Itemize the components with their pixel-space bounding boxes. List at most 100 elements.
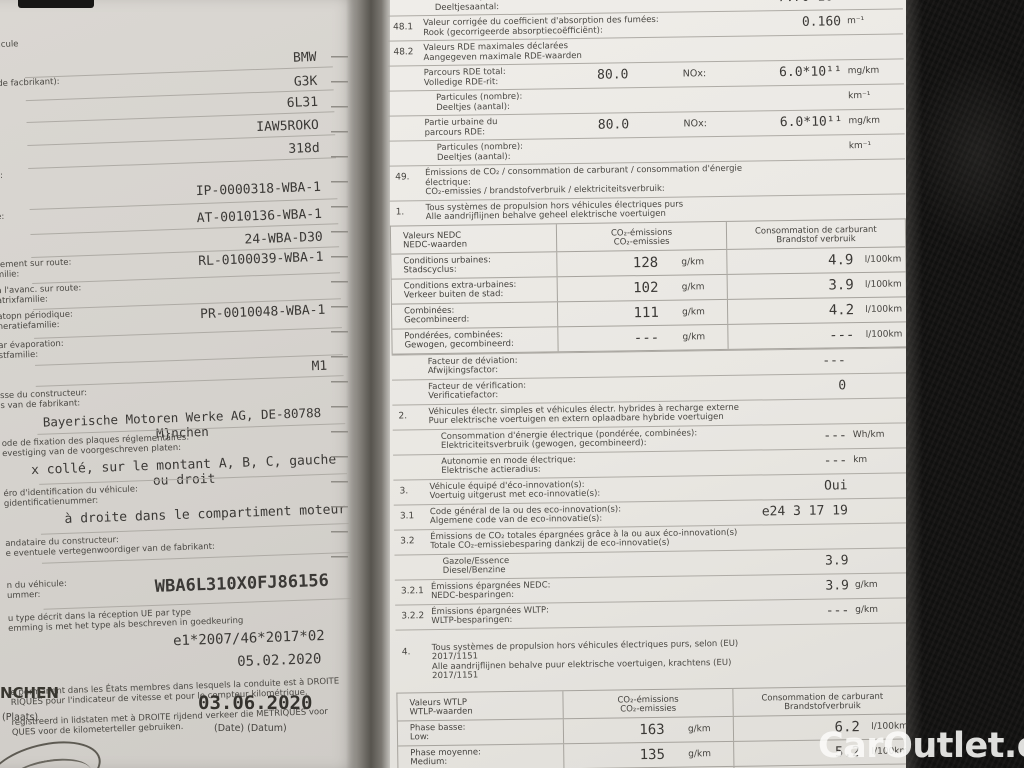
row-value: 6.0*10¹¹ [779,114,843,131]
row-value: --- [822,352,846,369]
row-value: 6.0*10¹¹ [779,64,842,81]
fuel-unit: l/100km [865,303,903,315]
coc-left-page: n éhicule BMW n de facbrikant): G3K 6L31… [0,0,358,768]
row-value: Oui [823,477,848,494]
co2-cell: --- g/km [557,324,728,351]
row-unit: mg/km [847,65,880,77]
row-unit [849,165,903,166]
fuel-value: 4.9 [827,251,854,269]
row-unit: km⁻¹ [848,140,872,152]
row-unit: g/km [854,579,878,590]
nedc-header-col3: Consommation de carburant Brandstof verb… [725,218,906,249]
fuel-unit: l/100km [865,328,903,340]
header-nl: WTLP-waarden [409,706,473,718]
row-unit [855,554,909,555]
date-caption: (Date) (Datum) [214,723,287,734]
row-unit: km⁻¹ [848,90,871,102]
wltp-header-col1: Valeurs WTLP WTLP-waarden [397,691,563,720]
fuel-cell: 3.9 l/100km [726,271,906,299]
row-mid-value: 80.0 [597,117,630,133]
row-labels: Autonomie en mode électrique: Elektrisch… [441,453,771,477]
background-leather [906,0,1024,768]
row-label-cell: Pondérées, combinées: Gewogen, gecombine… [392,327,558,353]
row-number: 3.1 [399,510,415,522]
label-nl: Alle aandrijflijnen behalve puur elektri… [431,657,732,682]
row-labels: Facteur de vérification: Verificatiefact… [428,378,758,402]
fuel-unit: l/100km [864,253,902,265]
row-labels: Véhicule équipé d'éco-innovation(s): Voe… [429,478,759,502]
issue-date-value: 03.06.2020 [198,692,313,714]
row-mid-value: 80.0 [597,67,629,83]
row-unit: km [853,454,868,465]
row-number: 4. [401,646,411,657]
co2-unit: g/km [682,306,705,318]
page-fold-shadow [346,0,394,768]
left-page-content: n éhicule BMW n de facbrikant): G3K 6L31… [0,4,364,744]
place-value: NCHEN [0,684,59,702]
row-unit: mg/km [848,115,881,127]
co2-value: --- [633,329,660,346]
nedc-header-col2: CO₂-émissions CO₂-emissies [556,221,726,251]
row-unit [852,379,906,380]
row-unit [853,479,907,480]
row-number: 49. [395,172,410,183]
row-value: --- [825,602,850,619]
co2-value: 111 [633,304,659,321]
row-unit: g/km [855,604,879,615]
label-le-2: le: [0,211,5,223]
fuel-value: 3.9 [828,276,854,293]
row-labels: Émissions épargnées NEDC: NEDC-besparing… [431,578,761,602]
row-number: 1. [395,206,405,218]
row-unit [850,200,904,201]
document-row: 4. Tous systèmes de propulsion hors véhi… [395,621,913,693]
emissions-rows-top: Particules (nombre): Deeltjesaantal: 7.7… [386,0,906,226]
co2-cell: 163 g/km [563,716,733,743]
fuel-cell: --- l/100km [726,321,907,349]
label-nl: Stadscyclus: [403,264,457,276]
row-labels: Émissions épargnées WLTP: WLTP-besparing… [431,603,761,627]
row-value: e24 3 17 19 [761,502,848,519]
fuel-value: --- [829,326,855,343]
row-labels: Valeur corrigée du coefficient d'absorpt… [423,15,753,39]
header-nl: Brandstof verbruik [776,234,856,246]
wltp-header-col3: Consommation de carburant Brandstofverbr… [732,685,912,716]
row-value: --- [823,427,847,444]
row-number: 3.2.1 [400,585,424,596]
watermark: CarOutlet.eu [818,726,1024,766]
row-number: 48.1 [393,22,414,33]
row-labels: Consommation d'énergie électrique (pondé… [441,428,771,452]
label-nl: Verkeer buiten de stad: [403,289,504,301]
row-number: 2. [398,410,408,422]
co2-value: 163 [639,721,665,738]
co2-cell: 128 g/km [556,249,727,276]
nedc-table: Valeurs NEDC NEDC-waarden CO₂-émissions … [389,217,908,355]
row-unit [852,404,906,405]
coc-right-page: Particules (nombre): Deeltjesaantal: 7.7… [386,0,915,768]
row-unit [856,629,910,630]
row-label-cell: Phase moyenne: Medium: [398,744,564,768]
co2-value: 102 [633,279,659,296]
row-unit: Wh/km [852,429,885,440]
row-unit [847,40,901,41]
header-nl: Brandstofverbruik [784,701,861,713]
row-labels: Gazole/Essence Diesel/Benzine [442,553,772,577]
row-number: 48.2 [393,47,414,58]
row-label-cell: Conditions urbaines: Stadscyclus: [391,252,557,278]
fuel-unit: l/100km [864,278,902,290]
row-labels: Tous systèmes de propulsion hors véhicul… [431,638,762,682]
header-nl: CO₂-emissies [613,236,670,248]
nox-label: NOx: [683,118,707,130]
row-value: 0.160 [801,14,842,30]
row-unit [852,354,906,355]
row-number: 3.2 [400,535,415,547]
row-labels: Facteur de déviation: Afwijkingsfactor: [428,353,758,377]
nedc-header-col1: Valeurs NEDC NEDC-waarden [391,224,557,253]
fuel-cell: 4.9 l/100km [725,246,906,274]
row-labels: Émissions de CO₂ / consommation de carbu… [425,164,755,198]
header-nl: CO₂-emissies [620,703,677,715]
wltp-header-col2: CO₂-émissions CO₂-emissies [562,688,733,718]
emissions-rows-mid: Facteur de déviation: Afwijkingsfactor: … [391,346,913,693]
background-notch [18,0,94,8]
co2-cell: 135 g/km [563,741,734,768]
header-nl: NEDC-waarden [403,239,468,251]
